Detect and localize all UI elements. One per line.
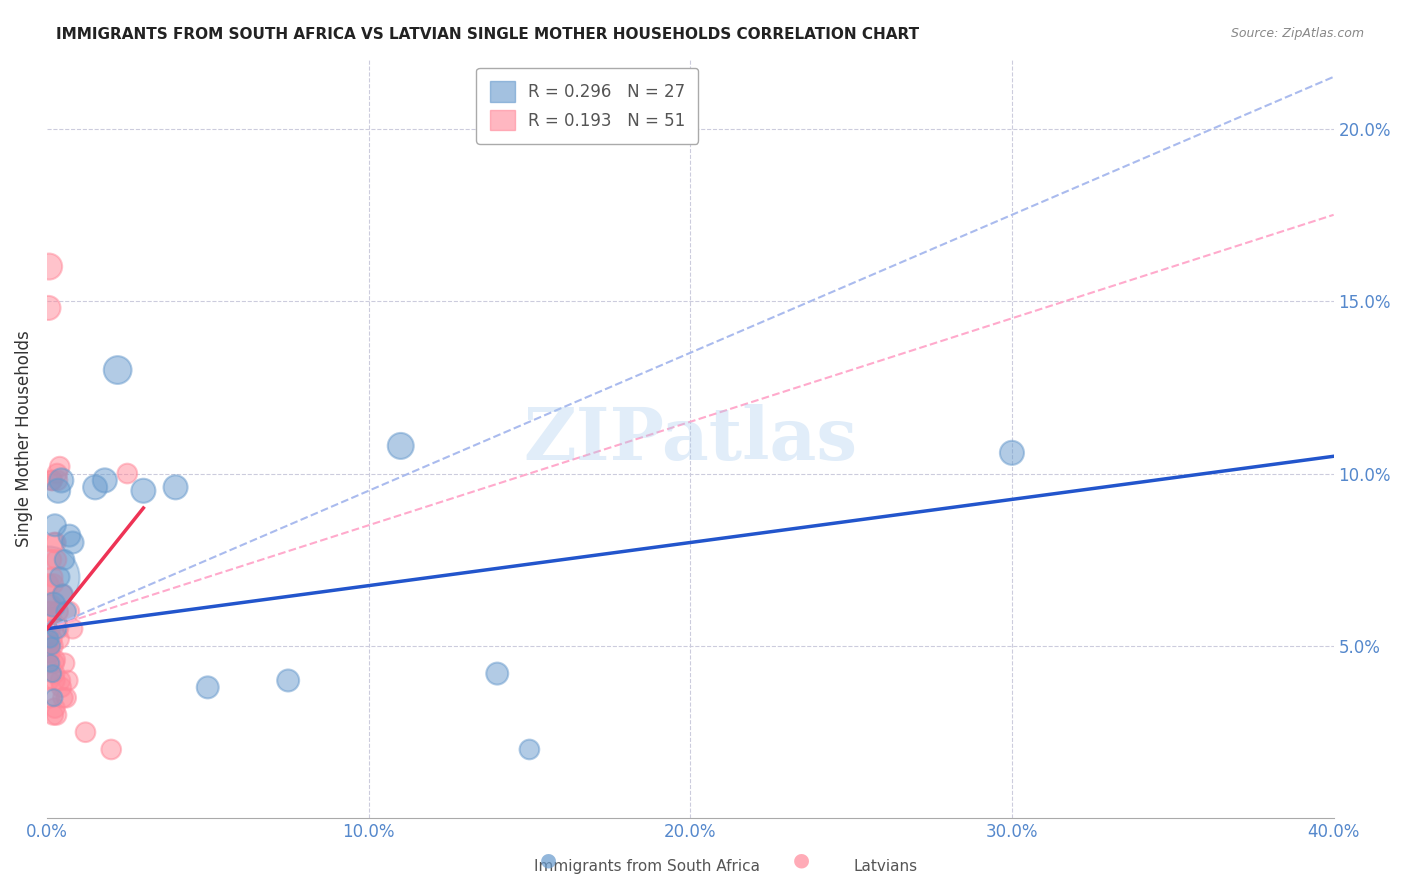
Text: ●: ● [540, 851, 557, 870]
Point [486, 666, 509, 681]
Point [84, 480, 107, 494]
Point [45, 553, 67, 567]
Point [38, 260, 60, 274]
Point [42, 690, 65, 705]
Point [45, 708, 67, 723]
Point [94, 474, 117, 488]
Legend: R = 0.296   N = 27, R = 0.193   N = 51: R = 0.296 N = 27, R = 0.193 N = 51 [477, 68, 699, 144]
Point [56, 673, 79, 688]
Point [46, 474, 69, 488]
Point [49, 673, 72, 688]
Point [48, 632, 70, 646]
Point [45, 535, 67, 549]
Text: ZIPatlas: ZIPatlas [523, 403, 858, 475]
Point [55, 605, 77, 619]
Text: Source: ZipAtlas.com: Source: ZipAtlas.com [1230, 27, 1364, 40]
Point [42, 577, 65, 591]
Point [46, 467, 69, 481]
Point [38, 646, 60, 660]
Point [165, 480, 187, 494]
Point [52, 587, 75, 601]
Point [49, 459, 72, 474]
Text: ●: ● [793, 851, 810, 870]
Point [51, 474, 73, 488]
Point [44, 653, 66, 667]
Point [55, 690, 77, 705]
Point [197, 681, 219, 695]
Point [39, 605, 62, 619]
Point [39, 622, 62, 636]
Point [117, 467, 139, 481]
Text: Latvians: Latvians [853, 859, 918, 874]
Point [44, 701, 66, 715]
Point [39, 598, 62, 612]
Point [38, 639, 60, 653]
Point [38, 639, 60, 653]
Point [42, 708, 65, 723]
Point [37, 605, 59, 619]
Point [41, 666, 63, 681]
Point [1001, 446, 1024, 460]
Point [41, 570, 63, 584]
Point [38, 690, 60, 705]
Point [519, 742, 541, 756]
Point [53, 553, 76, 567]
Point [37, 570, 59, 584]
Point [62, 622, 84, 636]
Point [44, 518, 66, 533]
Point [48, 622, 70, 636]
Point [41, 474, 63, 488]
Point [41, 632, 63, 646]
Point [53, 657, 76, 671]
Point [58, 528, 80, 542]
Point [100, 742, 122, 756]
Point [58, 605, 80, 619]
Point [37, 577, 59, 591]
Point [39, 632, 62, 646]
Point [49, 570, 72, 584]
Point [42, 639, 65, 653]
Point [46, 483, 69, 498]
Point [38, 646, 60, 660]
Point [107, 363, 129, 377]
Point [277, 673, 299, 688]
Point [37, 301, 59, 315]
Point [41, 553, 63, 567]
Point [41, 474, 63, 488]
Point [62, 535, 84, 549]
Point [41, 639, 63, 653]
Point [51, 587, 73, 601]
Point [39, 657, 62, 671]
Point [132, 483, 155, 498]
Text: Immigrants from South Africa: Immigrants from South Africa [534, 859, 759, 874]
Point [51, 681, 73, 695]
Point [39, 611, 62, 625]
Point [45, 622, 67, 636]
Point [389, 439, 412, 453]
Point [37, 598, 59, 612]
Point [44, 666, 66, 681]
Y-axis label: Single Mother Households: Single Mother Households [15, 331, 32, 548]
Point [52, 690, 75, 705]
Point [38, 673, 60, 688]
Point [46, 605, 69, 619]
Point [42, 535, 65, 549]
Point [44, 673, 66, 688]
Point [42, 598, 65, 612]
Text: IMMIGRANTS FROM SOUTH AFRICA VS LATVIAN SINGLE MOTHER HOUSEHOLDS CORRELATION CHA: IMMIGRANTS FROM SOUTH AFRICA VS LATVIAN … [56, 27, 920, 42]
Point [44, 657, 66, 671]
Point [38, 657, 60, 671]
Point [75, 725, 97, 739]
